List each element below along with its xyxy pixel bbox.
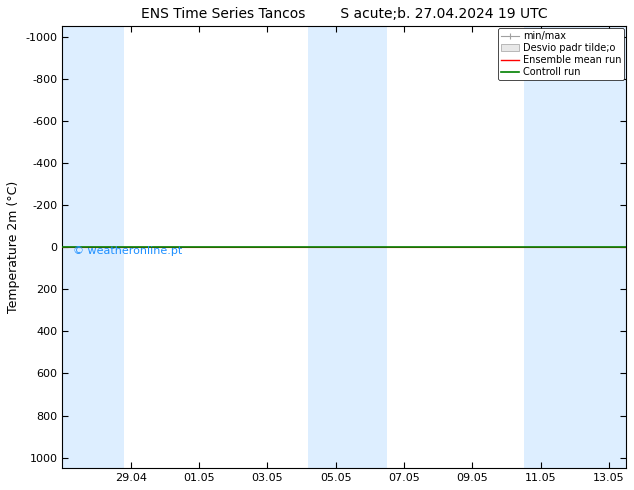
Text: © weatheronline.pt: © weatheronline.pt — [73, 245, 182, 256]
Legend: min/max, Desvio padr tilde;o, Ensemble mean run, Controll run: min/max, Desvio padr tilde;o, Ensemble m… — [498, 28, 624, 80]
Title: ENS Time Series Tancos        S acute;b. 27.04.2024 19 UTC: ENS Time Series Tancos S acute;b. 27.04.… — [141, 7, 548, 21]
Bar — [524, 26, 626, 468]
Bar — [308, 26, 387, 468]
Bar — [62, 26, 124, 468]
Y-axis label: Temperature 2m (°C): Temperature 2m (°C) — [7, 181, 20, 314]
